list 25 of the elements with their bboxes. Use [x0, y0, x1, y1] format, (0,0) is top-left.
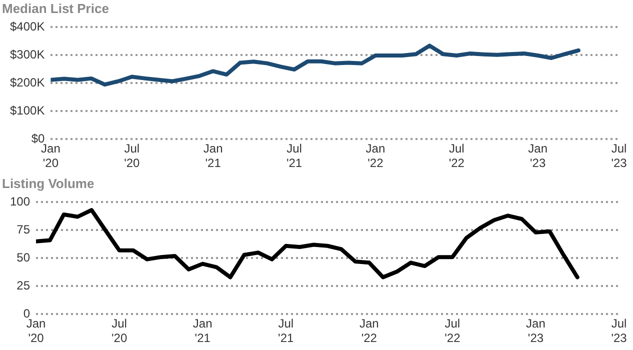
- y-tick-label: 50: [16, 250, 30, 265]
- x-tick-label: Jul '21: [278, 316, 294, 346]
- x-tick-label: Jul '21: [286, 142, 302, 170]
- x-tick-label: Jan '21: [192, 316, 212, 346]
- y-tick-label: $300K: [10, 48, 45, 62]
- y-tick-label: $100K: [10, 104, 45, 118]
- y-tick-label: 75: [16, 222, 30, 237]
- x-tick-label: Jan '22: [366, 142, 386, 170]
- x-tick-label: Jan '23: [526, 316, 546, 346]
- x-tick-label: Jul '20: [124, 142, 140, 170]
- chart-title: Listing Volume: [2, 176, 94, 191]
- y-tick-label: $400K: [10, 20, 45, 34]
- x-tick-label: Jul '23: [611, 142, 628, 170]
- x-tick-label: Jan '22: [359, 316, 379, 346]
- y-tick-label: $200K: [10, 76, 45, 90]
- x-tick-label: Jan '21: [203, 142, 223, 170]
- x-tick-label: Jan '20: [41, 142, 60, 170]
- y-tick-label: 100: [10, 194, 30, 209]
- x-tick-label: Jan '23: [528, 142, 548, 170]
- x-tick-label: Jul '22: [448, 142, 465, 170]
- x-tick-label: Jul '22: [444, 316, 461, 346]
- y-tick-label: 25: [16, 278, 30, 293]
- chart-title: Median List Price: [2, 1, 109, 16]
- x-tick-label: Jul '23: [611, 316, 628, 346]
- x-tick-label: Jul '20: [111, 316, 128, 346]
